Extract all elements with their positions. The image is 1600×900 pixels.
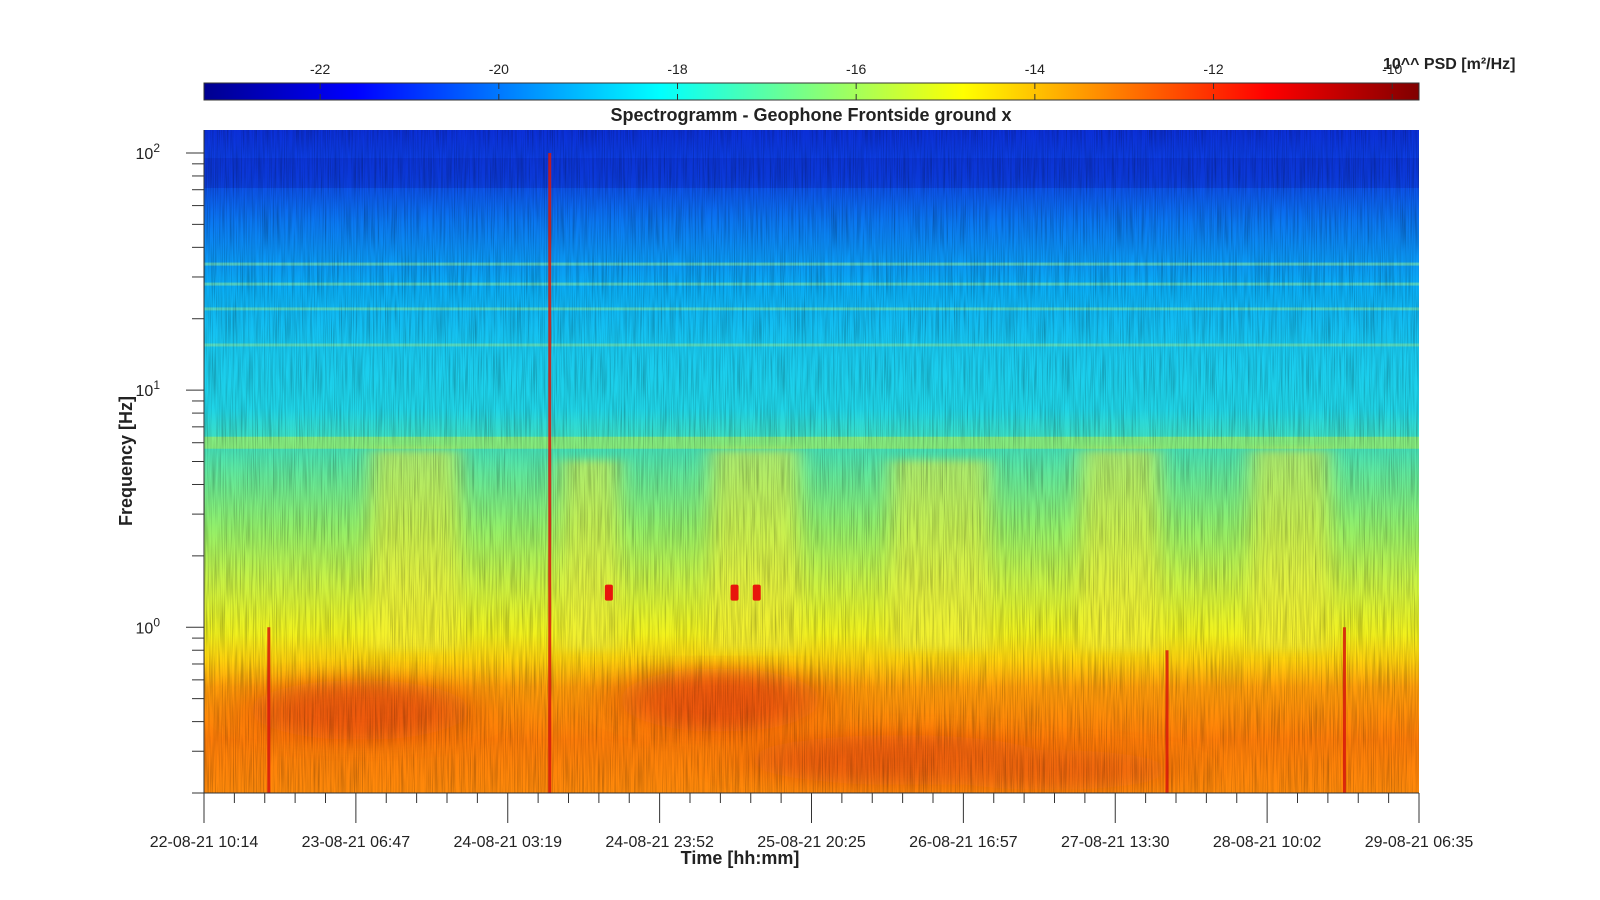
heatmap [204, 130, 1419, 793]
chart-title: Spectrogramm - Geophone Frontside ground… [610, 105, 1011, 125]
x-tick-label: 24-08-21 23:52 [605, 834, 714, 851]
x-tick-label: 24-08-21 03:19 [453, 834, 562, 851]
x-axis-label: Time [hh:mm] [681, 848, 800, 868]
event-spot [752, 584, 761, 601]
colorbar-tick-label: -22 [310, 61, 330, 77]
x-tick-label: 26-08-21 16:57 [909, 834, 1018, 851]
y-axis-label: Frequency [Hz] [116, 396, 136, 526]
event-spot [730, 584, 739, 601]
x-axis-ticks: 22-08-21 10:14 23-08-21 06:47 24-08-21 03:… [150, 793, 1474, 851]
colorbar-label: 10^^ PSD [m²/Hz] [1383, 56, 1515, 73]
x-tick-label: 29-08-21 06:35 [1365, 834, 1474, 851]
x-tick-label: 28-08-21 10:02 [1213, 834, 1322, 851]
colorbar: -22 -20 -18 -16 -14 -12 -10 10^^ PSD [m²/Hz] [203, 56, 1515, 101]
colorbar-tick-label: -14 [1025, 61, 1045, 77]
x-tick-label: 27-08-21 13:30 [1061, 834, 1170, 851]
colorbar-tick-label: -12 [1203, 61, 1223, 77]
colorbar-tick-label: -10 [1382, 61, 1402, 77]
y-tick-label: 100 [136, 615, 161, 637]
colorbar-ticks: -22 -20 -18 -16 -14 -12 -10 [310, 61, 1403, 100]
y-tick-label: 101 [136, 378, 161, 400]
colorbar-tick-label: -16 [846, 61, 866, 77]
events [267, 152, 1346, 793]
x-tick-label: 25-08-21 20:25 [757, 834, 866, 851]
colorbar-tick-label: -20 [489, 61, 509, 77]
event-spot [604, 584, 613, 601]
colorbar-tick-label: -18 [667, 61, 687, 77]
colorbar-gradient [203, 82, 1420, 101]
y-tick-label: 102 [136, 141, 161, 163]
axes: 102 101 100 22-08-21 10:14 23-08-21 06:47 24… [136, 130, 1474, 851]
x-tick-label: 23-08-21 06:47 [302, 834, 411, 851]
y-axis-ticks: 102 101 100 [136, 141, 204, 794]
x-tick-label: 22-08-21 10:14 [150, 834, 259, 851]
